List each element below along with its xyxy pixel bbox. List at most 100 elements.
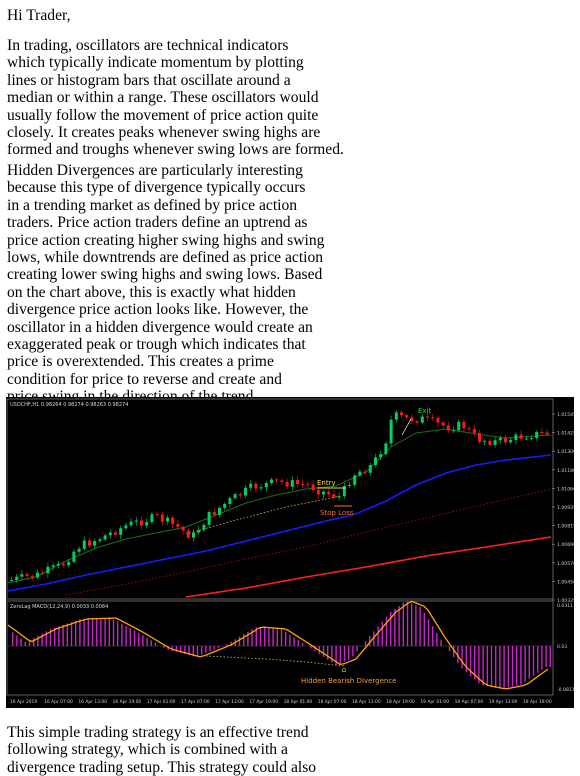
bear-candle	[238, 494, 242, 496]
bull-candle	[322, 491, 325, 495]
histogram-bar	[532, 646, 535, 676]
histogram-bar	[457, 646, 459, 664]
bear-candle	[62, 563, 65, 566]
histogram-bar	[373, 631, 375, 646]
histogram-bar	[100, 618, 102, 646]
histogram-bar	[289, 634, 291, 646]
histogram-bar	[201, 646, 203, 655]
bull-candle	[530, 438, 533, 440]
histogram-bar	[192, 646, 194, 657]
bull-candle	[379, 454, 383, 458]
bull-candle	[368, 465, 372, 473]
histogram-bar	[91, 618, 94, 646]
histogram-bar	[121, 623, 123, 646]
histogram-bar	[163, 646, 165, 648]
histogram-bar	[356, 646, 358, 652]
bear-candle	[316, 490, 320, 495]
bull-candle	[82, 540, 86, 549]
histogram-bar	[255, 627, 257, 646]
histogram-bar	[16, 635, 18, 646]
bear-candle	[114, 532, 117, 535]
osc-tick-label: -0.0811	[557, 687, 574, 693]
histogram-bar	[125, 626, 127, 646]
bull-candle	[15, 576, 19, 580]
price-axis: 1.01545 1.01425 1.01300 1.01180 1.01060 1.009…	[552, 412, 576, 604]
bull-candle	[192, 532, 195, 538]
bull-candle	[10, 579, 13, 581]
histogram-bar	[528, 646, 530, 679]
bull-candle	[46, 566, 50, 574]
histogram-bar	[217, 646, 220, 648]
bull-candle	[358, 471, 362, 476]
histogram-bar	[322, 646, 325, 657]
histogram-bar	[297, 640, 299, 646]
divergence-marker: Ω	[342, 668, 346, 674]
histogram-bar	[461, 646, 463, 669]
histogram-bar	[381, 621, 383, 646]
bull-candle	[249, 483, 253, 488]
histogram-bar	[268, 628, 270, 646]
histogram-bar	[499, 646, 501, 689]
histogram-bar	[415, 605, 417, 646]
bull-candle	[145, 522, 149, 526]
bull-candle	[374, 457, 377, 466]
price-tick-label: 1.01425	[557, 431, 574, 437]
histogram-bar	[146, 637, 148, 646]
bear-candle	[254, 483, 258, 489]
histogram-bar	[398, 605, 400, 646]
bull-candle	[51, 565, 55, 567]
bull-candle	[514, 434, 518, 440]
bear-candle	[285, 481, 289, 487]
trading-chart: USDCHF,H1 0.98264 0.98274 0.98263 0.9827…	[6, 397, 576, 708]
bear-candle	[186, 530, 190, 538]
time-tick-label: 17 Apr 07:00	[181, 699, 210, 705]
bear-candle	[25, 574, 29, 577]
time-tick-label: 16 Apr 2019	[10, 699, 37, 705]
histogram-bar	[117, 621, 119, 646]
histogram-bar	[524, 646, 526, 682]
price-panel-border	[6, 398, 554, 600]
time-tick-label: 18 Apr 01:00	[284, 699, 313, 705]
time-tick-label: 19 Apr 19:00	[523, 699, 552, 705]
time-tick-label: 17 Apr 13:00	[215, 699, 244, 705]
histogram-bar	[209, 646, 211, 652]
histogram-bar	[150, 640, 152, 646]
bear-candle	[410, 417, 414, 422]
histogram-bar	[142, 635, 144, 646]
bear-candle	[296, 480, 299, 484]
bear-candle	[311, 484, 315, 491]
bear-candle	[478, 432, 481, 442]
histogram-bar	[440, 639, 442, 646]
histogram-bar	[453, 646, 455, 658]
bear-candle	[160, 514, 164, 522]
hidden-divergence-paragraph: Hidden Divergences are particularly inte…	[7, 162, 325, 405]
histogram-bar	[12, 632, 14, 646]
price-tick-label: 1.00935	[557, 505, 574, 511]
time-tick-label: 17 Apr 01:00	[147, 699, 176, 705]
bear-candle	[519, 434, 523, 439]
bear-candle	[462, 421, 466, 429]
histogram-bar	[352, 646, 354, 657]
osc-tick-label: 0.03	[557, 644, 567, 650]
histogram-bar	[205, 646, 207, 653]
macd-signal-line	[7, 600, 549, 690]
bull-candle	[493, 440, 497, 446]
bull-candle	[457, 421, 461, 431]
histogram-bar	[49, 629, 52, 646]
histogram-bar	[537, 646, 539, 673]
histogram-bar	[45, 631, 47, 646]
osc-tick-label: 0.0311	[557, 603, 573, 609]
bull-candle	[233, 494, 237, 499]
histogram-bar	[272, 628, 274, 646]
histogram-bar	[348, 646, 350, 660]
histogram-bar	[280, 629, 283, 646]
histogram-bar	[196, 646, 199, 657]
histogram-bar	[226, 644, 228, 646]
histogram-bar	[87, 618, 89, 646]
strategy-paragraph: This simple trading strategy is an effec…	[7, 724, 317, 776]
histogram-bar	[394, 608, 396, 646]
time-tick-label: 19 Apr 13:00	[489, 699, 518, 705]
bear-candle	[504, 437, 507, 443]
bull-candle	[36, 572, 39, 578]
bear-candle	[171, 517, 175, 525]
